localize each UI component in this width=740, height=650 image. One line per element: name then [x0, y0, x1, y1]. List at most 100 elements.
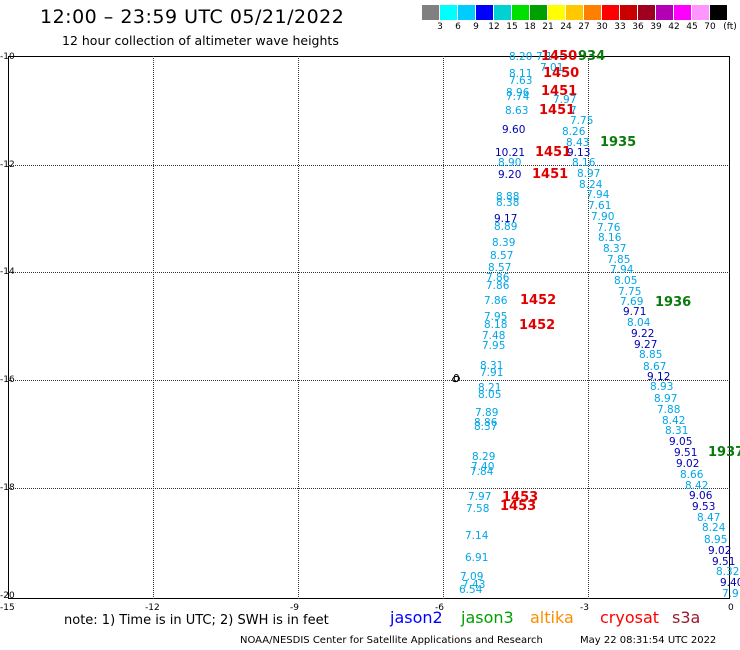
scale-swatch — [692, 5, 710, 20]
wave-reading-cyan: 7.43 — [462, 579, 486, 591]
wave-reading-cyan: 8.11 — [509, 68, 533, 80]
wave-reading-cyan: 7.89 — [475, 407, 499, 419]
wave-reading-cyan: 8.18 — [484, 319, 508, 331]
y-tick-label: -18 — [0, 483, 15, 493]
wave-reading-cyan: 8.66 — [680, 469, 704, 481]
x-tick-label: -6 — [435, 603, 444, 613]
wave-reading-green: 1937 — [708, 445, 740, 460]
y-tick-label: -20 — [0, 591, 15, 601]
wave-reading-cyan: 7.75 — [618, 286, 642, 298]
map-plot-area — [8, 56, 730, 599]
wave-reading-cyan: 7.88 — [657, 404, 681, 416]
wave-reading-cyan: 8.93 — [650, 381, 674, 393]
wave-reading-navy: 10.21 — [495, 147, 526, 159]
wave-reading-navy: 9.13 — [567, 147, 591, 159]
wave-reading-cyan: 8.43 — [566, 137, 590, 149]
wave-reading-cyan: 6.54 — [459, 584, 483, 596]
scale-swatch — [656, 5, 674, 20]
wave-reading-cyan: 7.76 — [597, 222, 621, 234]
wave-reading-cyan: 7.91 — [480, 367, 504, 379]
vertical-grid-line — [588, 56, 589, 599]
scale-tick-label: 6 — [455, 22, 461, 32]
x-tick-label: -9 — [290, 603, 299, 613]
wave-reading-cyan: 8.57 — [488, 262, 512, 274]
wave-reading-navy: 9.02 — [708, 545, 732, 557]
wave-reading-cyan: 8.37 — [474, 421, 498, 433]
wave-reading-cyan: 6.91 — [465, 552, 489, 564]
timestamp-text: May 22 08:31:54 UTC 2022 — [580, 635, 717, 646]
wave-reading-cyan: 8.24 — [579, 179, 603, 191]
wave-reading-black: 0 — [453, 373, 460, 385]
scale-swatch — [422, 5, 440, 20]
wave-reading-cyan: 7.95 — [482, 340, 506, 352]
credit-text: NOAA/NESDIS Center for Satellite Applica… — [240, 635, 543, 646]
wave-reading-navy: 9.51 — [674, 447, 698, 459]
wave-reading-cyan: 7.74 — [506, 91, 530, 103]
scale-swatch — [674, 5, 692, 20]
legend-item-s3a: s3a — [672, 608, 701, 627]
wave-reading-navy: 9.53 — [692, 501, 716, 513]
wave-reading-cyan: 8.97 — [577, 168, 601, 180]
wave-reading-navy: 9.22 — [631, 328, 655, 340]
wave-reading-cyan: 8.63 — [505, 105, 529, 117]
wave-reading-cyan: 8.04 — [627, 317, 651, 329]
scale-swatch — [602, 5, 620, 20]
wave-reading-cyan: 7.69 — [620, 296, 644, 308]
wave-reading-cyan: 8.90 — [498, 157, 522, 169]
wave-reading-cyan: 7.75 — [570, 115, 594, 127]
scale-swatch — [458, 5, 476, 20]
scale-tick-spacer — [422, 22, 431, 32]
wave-reading-red: 1451 — [532, 167, 569, 182]
scale-tick-label: 18 — [524, 22, 536, 32]
scale-tick-label: 42 — [668, 22, 680, 32]
wave-reading-navy: 9.20 — [498, 169, 522, 181]
wave-reading-cyan: 8.37 — [603, 243, 627, 255]
wave-reading-cyan: 7.97 — [468, 491, 492, 503]
scale-tick-label: 70 — [704, 22, 716, 32]
wave-reading-cyan: 8.16 — [572, 157, 596, 169]
scale-swatch — [638, 5, 656, 20]
wave-reading-red: 1451 — [541, 84, 578, 99]
wave-reading-cyan: 7.84 — [470, 466, 494, 478]
legend-item-jason3: jason3 — [461, 608, 514, 627]
wave-reading-red: 1450 — [541, 49, 578, 64]
vertical-grid-line — [153, 56, 154, 599]
scale-swatch — [440, 5, 458, 20]
wave-reading-cyan: 8.96 — [506, 87, 530, 99]
legend-item-jason2: jason2 — [390, 608, 443, 627]
scale-tick-label: 36 — [632, 22, 644, 32]
wave-reading-cyan: 8.21 — [478, 382, 502, 394]
wave-reading-cyan: 7.9 — [722, 588, 739, 600]
wave-reading-cyan: 8.16 — [598, 232, 622, 244]
wave-reading-cyan: 7.86 — [486, 280, 510, 292]
wave-reading-red: 1452 — [520, 293, 557, 308]
x-tick-label: 0 — [728, 603, 734, 613]
wave-reading-red: 1452 — [519, 318, 556, 333]
wave-reading-cyan: 7.58 — [466, 503, 490, 515]
wave-reading-cyan: 7.09 — [460, 571, 484, 583]
wave-reading-cyan: 8.31 — [665, 425, 689, 437]
footer-note: note: 1) Time is in UTC; 2) SWH is in fe… — [64, 613, 329, 628]
wave-reading-red: 1453 — [502, 490, 539, 505]
scale-tick-label: 12 — [488, 22, 500, 32]
horizontal-grid-line — [8, 488, 730, 489]
wave-reading-cyan: 8.57 — [490, 250, 514, 262]
wave-reading-navy: 9.06 — [689, 490, 713, 502]
wave-reading-navy: 9.12 — [647, 371, 671, 383]
wave-reading-navy: 9.71 — [623, 306, 647, 318]
vertical-grid-line — [443, 56, 444, 599]
wave-reading-cyan: 8.86 — [474, 417, 498, 429]
wave-reading-green: 934 — [578, 49, 606, 64]
wave-reading-cyan: 7.90 — [591, 211, 615, 223]
wave-reading-red: 1451 — [539, 103, 576, 118]
wave-reading-red: 1451 — [535, 145, 572, 160]
wave-reading-navy: 9.40 — [720, 577, 740, 589]
wave-reading-cyan: 8.38 — [496, 197, 520, 209]
wave-reading-cyan: 7.97 — [553, 94, 577, 106]
x-tick-label: -15 — [0, 603, 15, 613]
wave-reading-cyan: 8.39 — [492, 237, 516, 249]
scale-tick-label: 39 — [650, 22, 662, 32]
wave-reading-cyan: 7.86 — [486, 272, 510, 284]
wave-reading-cyan: 7.63 — [509, 75, 533, 87]
wave-reading-cyan: 8.20 — [509, 51, 533, 63]
